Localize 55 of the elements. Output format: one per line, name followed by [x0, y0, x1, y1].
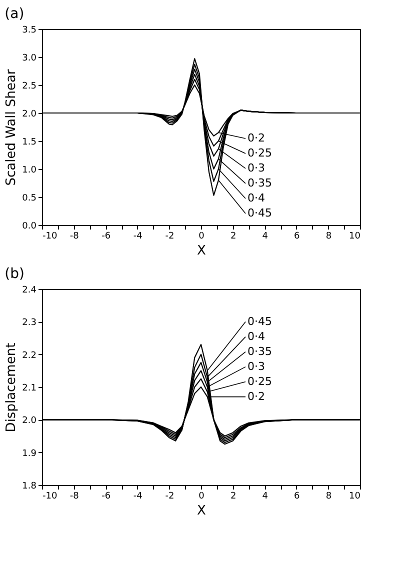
x-tick-label: 10	[349, 232, 361, 242]
x-axis-title: X	[197, 504, 206, 518]
y-tick-label: 1.0	[22, 166, 37, 176]
y-tick-label: 2.1	[22, 384, 36, 394]
x-tick-label: 6	[294, 492, 300, 502]
legend-label: 0·3	[248, 161, 266, 174]
x-tick-label: -10	[42, 232, 58, 242]
y-tick-label: 1.8	[22, 482, 37, 492]
x-tick-label: 2	[230, 232, 236, 242]
x-tick-label: -2	[165, 492, 174, 502]
text: 0·35	[248, 344, 272, 358]
text: 0·35	[248, 176, 272, 190]
legend-label: 0·2	[248, 131, 266, 144]
legend-label: 0·2	[248, 390, 266, 403]
y-tick-label: 2.2	[22, 350, 36, 361]
x-tick-label: 2	[230, 492, 236, 502]
x-tick-label: -6	[102, 492, 111, 502]
y-tick-label: 0.0	[22, 222, 37, 232]
x-axis-title: X	[197, 244, 206, 258]
x-tick-label: 8	[326, 492, 332, 502]
x-tick-label: 8	[326, 232, 332, 242]
y-axis-title: Displacement	[4, 342, 20, 432]
x-tick-label: 4	[262, 492, 268, 502]
legend-label: 0·25	[248, 146, 272, 160]
y-tick-label: 1.9	[22, 448, 37, 459]
x-tick-label: -4	[133, 492, 143, 502]
y-tick-label: 3.5	[22, 26, 36, 36]
x-tick-label: -4	[133, 232, 143, 242]
x-tick-label: 4	[262, 232, 268, 242]
x-tick-label: 6	[294, 232, 300, 242]
x-tick-label: 10	[349, 492, 361, 502]
x-tick-label: 0	[198, 232, 205, 242]
legend-label: 0·25	[248, 374, 272, 388]
y-tick-label: 2.3	[22, 318, 36, 328]
y-tick-label: 1.5	[22, 138, 36, 148]
x-tick-label: -8	[70, 492, 80, 502]
y-tick-label: 2.0	[22, 416, 37, 426]
x-tick-label: -10	[42, 492, 58, 502]
text: 0·4	[248, 330, 266, 343]
text: 0·3	[248, 360, 266, 373]
y-axis-title: Scaled Wall Shear	[4, 68, 20, 186]
x-tick-label: 0	[198, 492, 205, 502]
y-tick-label: 0.5	[22, 194, 36, 204]
x-tick-label: -6	[102, 232, 111, 242]
x-tick-label: -2	[165, 232, 174, 242]
text: 0·4	[248, 191, 266, 204]
y-tick-label: 2.0	[22, 110, 37, 120]
chart-title: (b)	[4, 266, 24, 282]
chart-title: (a)	[4, 6, 24, 22]
y-tick-label: 2.5	[22, 82, 36, 92]
text: 0·45	[248, 314, 272, 328]
x-tick-label: -8	[70, 232, 80, 242]
y-tick-label: 3.0	[22, 54, 37, 64]
y-tick-label: 2.4	[22, 286, 37, 296]
text: 0·45	[248, 206, 272, 220]
